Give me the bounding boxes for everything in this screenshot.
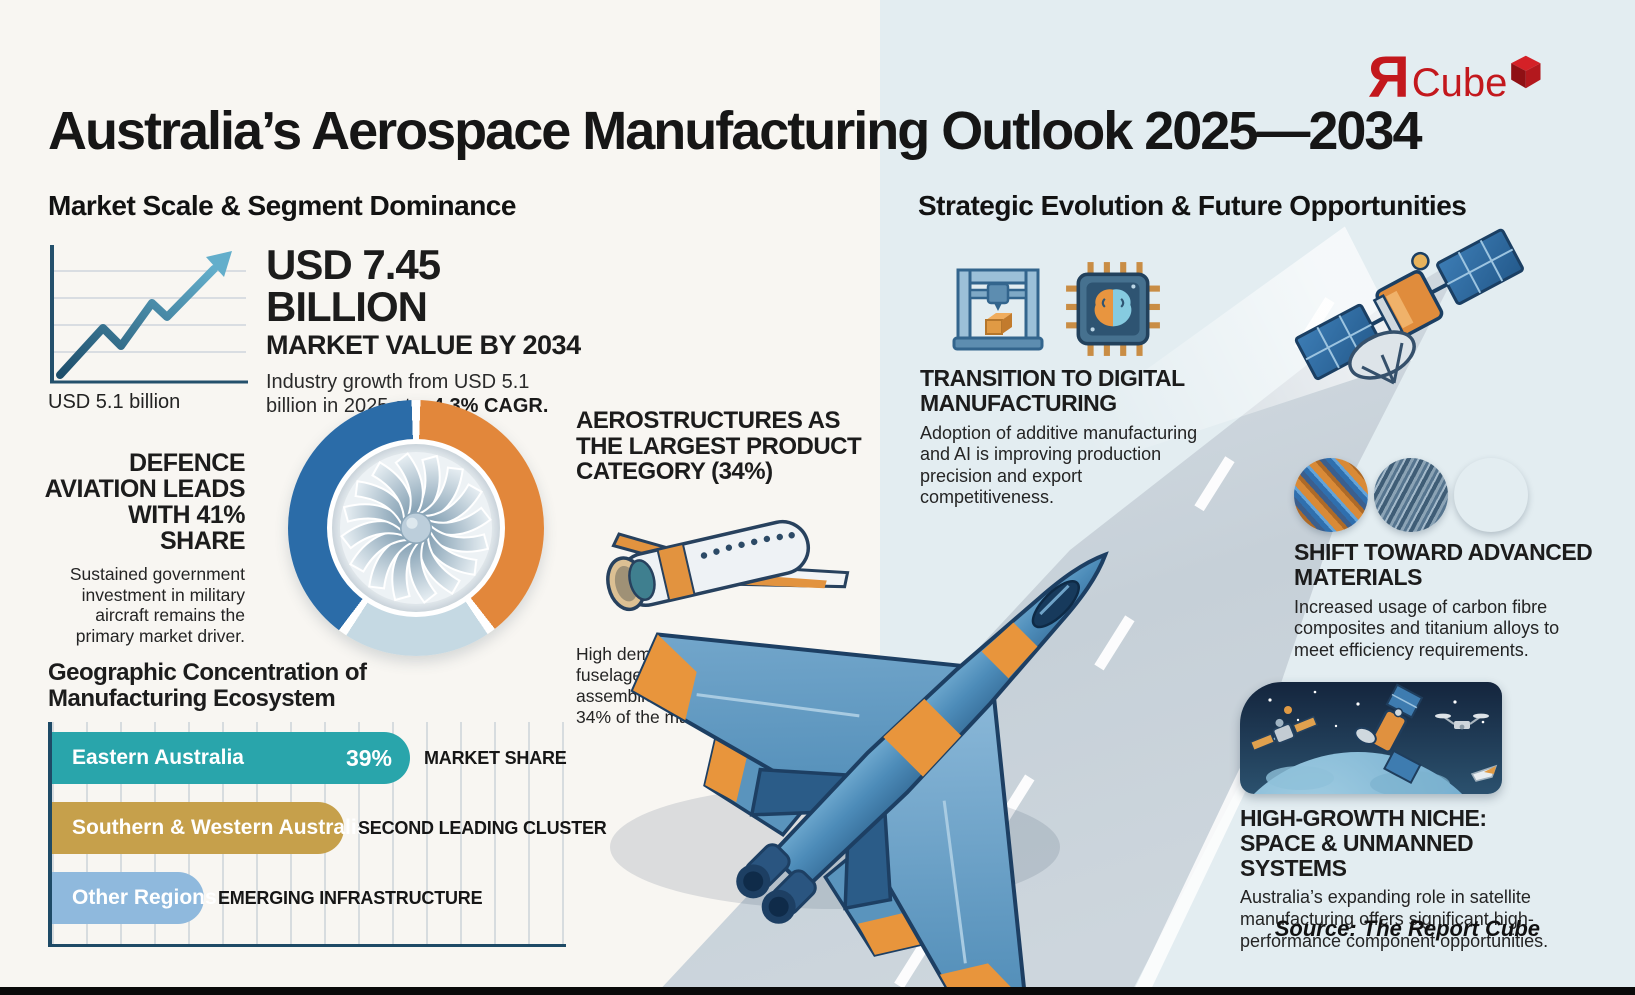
market-value-headline: USD 7.45 BILLION xyxy=(266,241,441,330)
bar-other-regions: Other Regions xyxy=(52,872,217,924)
bar-row-southern-western: Southern & Western Australia SECOND LEAD… xyxy=(52,802,607,854)
bar-annotation: EMERGING INFRASTRUCTURE xyxy=(218,887,483,908)
geographic-heading: Geographic Concentration of Manufacturin… xyxy=(48,659,367,712)
materials-body: Increased usage of carbon fibre composit… xyxy=(1294,596,1560,660)
space-body: Australia’s expanding role in satellite … xyxy=(1240,887,1549,951)
bar-label: Other Regions xyxy=(72,886,217,909)
bar-southern-western-australia: Southern & Western Australia xyxy=(52,802,368,854)
logo-ya-glyph: Я xyxy=(1368,44,1410,110)
3d-printer-icon xyxy=(952,268,1044,351)
bottom-border xyxy=(0,987,1635,995)
market-value-subheadline: MARKET VALUE BY 2034 xyxy=(266,330,581,360)
fuselage-cutaway-illustration xyxy=(606,519,850,612)
digital-manufacturing-icons xyxy=(948,258,1178,360)
defence-aviation-block: DEFENCE AVIATION LEADS WITH 41% SHARE Su… xyxy=(40,449,246,647)
red-cube-icon xyxy=(1511,55,1541,89)
page-title: Australia’s Aerospace Manufacturing Outl… xyxy=(48,101,1423,161)
digital-body: Adoption of additive manufacturing and A… xyxy=(920,422,1198,508)
aerostructures-heading: AEROSTRUCTURES AS THE LARGEST PRODUCT CA… xyxy=(576,407,862,486)
materials-heading: SHIFT TOWARD ADVANCED MATERIALS xyxy=(1294,539,1593,590)
space-scene-illustration xyxy=(1240,682,1502,794)
defence-body: Sustained government investment in milit… xyxy=(69,564,245,646)
bar-row-eastern: Eastern Australia 39% MARKET SHARE xyxy=(52,732,567,784)
satellite-illustration xyxy=(1294,228,1524,385)
carbon-fibre-swatch-icon xyxy=(1294,458,1368,532)
bar-row-other-regions: Other Regions EMERGING INFRASTRUCTURE xyxy=(52,872,483,924)
space-systems-block: HIGH-GROWTH NICHE: SPACE & UNMANNED SYST… xyxy=(1240,805,1550,952)
bar-label: Eastern Australia xyxy=(72,746,244,769)
growth-line-chart xyxy=(50,245,248,384)
donut-center xyxy=(332,444,500,612)
ai-chip-icon xyxy=(1066,262,1160,356)
bar-annotation: SECOND LEADING CLUSTER xyxy=(358,817,607,838)
advanced-materials-block: SHIFT TOWARD ADVANCED MATERIALS Increase… xyxy=(1294,540,1594,661)
turbine-fan-icon xyxy=(339,451,493,605)
space-heading: HIGH-GROWTH NICHE: SPACE & UNMANNED SYST… xyxy=(1240,805,1487,881)
titanium-weave-swatch-icon xyxy=(1454,458,1528,532)
fibre-strand-swatch-icon xyxy=(1374,458,1448,532)
geographic-bar-chart: Eastern Australia 39% MARKET SHARE South… xyxy=(48,722,607,947)
bar-label: Southern & Western Australia xyxy=(72,816,369,839)
market-value-block: USD 7.45 BILLION MARKET VALUE BY 2034 In… xyxy=(266,244,606,418)
right-section-title: Strategic Evolution & Future Opportuniti… xyxy=(918,190,1467,221)
digital-manufacturing-block: TRANSITION TO DIGITAL MANUFACTURING Adop… xyxy=(920,366,1200,509)
digital-heading: TRANSITION TO DIGITAL MANUFACTURING xyxy=(920,365,1185,416)
logo-word: Cube xyxy=(1411,61,1508,105)
space-systems-panel xyxy=(1240,682,1502,794)
material-swatches xyxy=(1294,458,1528,532)
left-section-title: Market Scale & Segment Dominance xyxy=(48,190,516,221)
bar-value: 39% xyxy=(345,744,392,771)
segment-donut-chart xyxy=(288,400,544,656)
defence-heading: DEFENCE AVIATION LEADS WITH 41% SHARE xyxy=(44,449,246,555)
chart-start-value-label: USD 5.1 billion xyxy=(48,391,181,413)
report-cube-logo: Я Cube xyxy=(1368,38,1543,110)
bar-annotation: MARKET SHARE xyxy=(424,747,567,768)
fighter-jet-illustration xyxy=(610,551,1109,992)
source-credit: Source: The Report Cube xyxy=(1274,916,1540,941)
bar-eastern-australia: Eastern Australia 39% xyxy=(52,732,410,784)
